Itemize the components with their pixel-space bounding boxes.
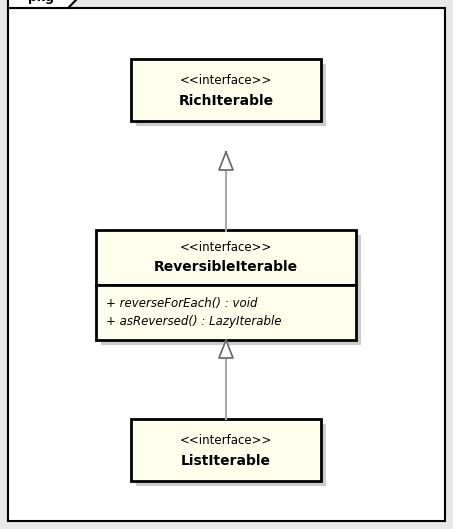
Bar [101,235,361,345]
Bar [96,230,356,285]
Text: + reverseForEach() : void: + reverseForEach() : void [106,297,257,310]
Text: + asReversed() : LazyIterable: + asReversed() : LazyIterable [106,315,281,328]
Text: pkg: pkg [28,0,54,4]
Polygon shape [8,0,78,8]
Bar [96,285,356,340]
Text: ReversibleIterable: ReversibleIterable [154,260,298,275]
Text: <<interface>>: <<interface>> [180,241,272,254]
Text: <<interface>>: <<interface>> [180,434,272,447]
Text: RichIterable: RichIterable [178,94,274,108]
Text: ListIterable: ListIterable [181,454,271,468]
Bar [136,424,326,486]
Text: <<interface>>: <<interface>> [180,74,272,87]
Polygon shape [219,340,233,358]
Bar [131,59,321,121]
Bar [131,419,321,481]
Bar [136,64,326,126]
Polygon shape [219,152,233,170]
